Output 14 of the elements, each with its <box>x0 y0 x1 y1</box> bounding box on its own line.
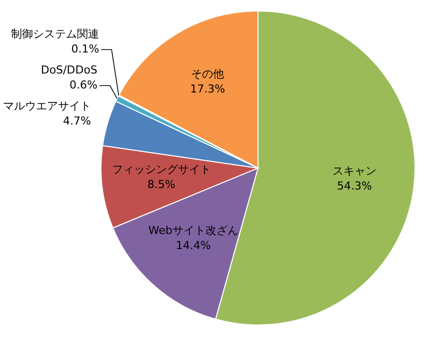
slice-label: Webサイト改ざん <box>148 224 238 237</box>
slice-label: DoS/DDoS <box>40 64 98 77</box>
data-label: 0.6% <box>69 78 98 92</box>
slice-label: その他 <box>191 68 224 81</box>
data-label: 17.3% <box>190 82 226 96</box>
data-label: 4.7% <box>63 114 91 128</box>
slice-label: フィッシングサイト <box>112 163 211 176</box>
data-label: 8.5% <box>147 178 176 192</box>
slice-label: 制御システム関連 <box>11 28 100 41</box>
slice-label: マルウエアサイト <box>3 100 91 113</box>
slice-label: スキャン <box>332 164 376 178</box>
data-label: 54.3% <box>336 179 372 192</box>
data-label: 0.1% <box>71 42 100 56</box>
data-label: 14.4% <box>176 238 211 252</box>
